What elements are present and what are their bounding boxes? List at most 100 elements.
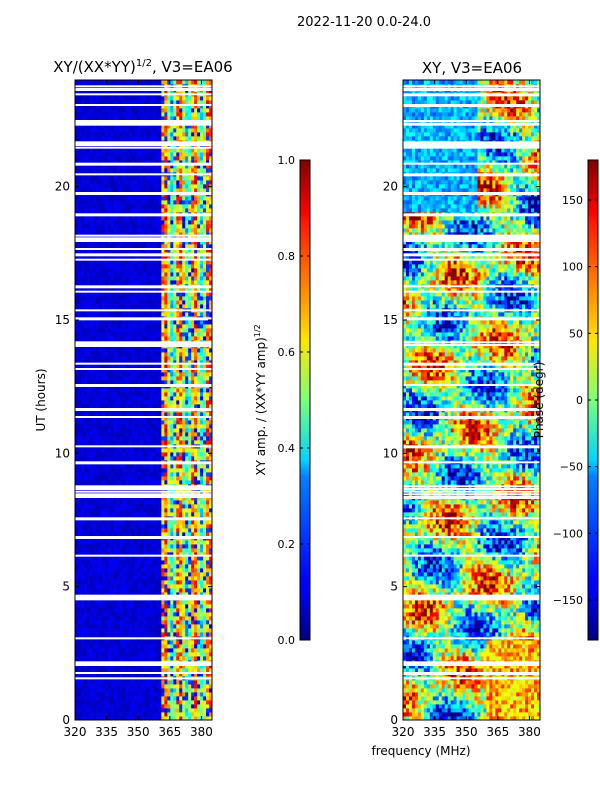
heatmap-cell (134, 548, 138, 553)
heatmap-cell (113, 508, 118, 513)
heatmap-cell (191, 688, 195, 693)
heatmap-cell (170, 544, 174, 549)
heatmap-cell (143, 692, 147, 697)
heatmap-cell (86, 580, 91, 585)
heatmap-cell (131, 504, 135, 509)
heatmap-cell (197, 416, 201, 421)
heatmap-cell (140, 560, 144, 565)
heatmap-cell (209, 324, 213, 329)
heatmap-cell (158, 440, 162, 445)
heatmap-cell (155, 388, 159, 393)
heatmap-cell (92, 348, 97, 353)
heatmap-cell (179, 520, 183, 525)
heatmap-cell (83, 420, 88, 425)
heatmap-cell (152, 336, 156, 341)
heatmap-cell (179, 432, 183, 437)
heatmap-cell (161, 572, 165, 577)
heatmap-cell (125, 572, 130, 577)
heatmap-cell (134, 404, 138, 409)
heatmap-cell (158, 452, 162, 457)
heatmap-cell (188, 620, 192, 625)
heatmap-cell (167, 628, 171, 633)
heatmap-cell (92, 704, 97, 709)
heatmap-cell (116, 672, 121, 677)
heatmap-cell (167, 544, 171, 549)
heatmap-cell (125, 456, 130, 461)
heatmap-cell (203, 680, 207, 685)
heatmap-cell (203, 312, 207, 317)
heatmap-cell (92, 608, 97, 613)
heatmap-cell (89, 576, 94, 581)
heatmap-cell (131, 600, 135, 605)
heatmap-cell (83, 376, 88, 381)
heatmap-cell (158, 424, 162, 429)
heatmap-cell (110, 668, 115, 673)
heatmap-cell (188, 364, 192, 369)
heatmap-cell (86, 416, 91, 421)
heatmap-cell (75, 312, 79, 317)
heatmap-cell (146, 296, 150, 301)
heatmap-cell (158, 652, 162, 657)
heatmap-cell (191, 464, 195, 469)
heatmap-cell (119, 656, 124, 661)
heatmap-cell (182, 396, 186, 401)
heatmap-cell (188, 540, 192, 545)
heatmap-cell (194, 664, 198, 669)
heatmap-cell (125, 672, 130, 677)
heatmap-cell (170, 392, 174, 397)
heatmap-cell (149, 512, 153, 517)
heatmap-cell (170, 416, 174, 421)
heatmap-cell (146, 336, 150, 341)
heatmap-cell (77, 480, 82, 485)
heatmap-cell (155, 404, 159, 409)
heatmap-cell (77, 528, 82, 533)
heatmap-cell (200, 616, 204, 621)
heatmap-cell (95, 652, 100, 657)
heatmap-cell (119, 552, 124, 557)
heatmap-cell (179, 688, 183, 693)
heatmap-cell (89, 292, 94, 297)
heatmap-cell (182, 512, 186, 517)
heatmap-cell (173, 532, 177, 537)
heatmap-cell (164, 564, 168, 569)
heatmap-cell (203, 684, 207, 689)
heatmap-cell (113, 700, 118, 705)
heatmap-cell (185, 328, 189, 333)
heatmap-cell (206, 356, 210, 361)
heatmap-cell (101, 328, 106, 333)
heatmap-cell (191, 300, 195, 305)
heatmap-cell (197, 696, 201, 701)
heatmap-cell (194, 644, 198, 649)
heatmap-cell (95, 712, 100, 717)
heatmap-cell (182, 580, 186, 585)
heatmap-cell (80, 332, 85, 337)
heatmap-cell (155, 548, 159, 553)
heatmap-cell (176, 360, 180, 365)
heatmap-cell (101, 432, 106, 437)
heatmap-cell (167, 368, 171, 373)
heatmap-cell (83, 372, 88, 377)
heatmap-cell (107, 372, 112, 377)
heatmap-cell (197, 412, 201, 417)
heatmap-cell (122, 376, 127, 381)
heatmap-cell (209, 504, 213, 509)
heatmap-cell (170, 388, 174, 393)
heatmap-cell (131, 508, 135, 513)
heatmap-cell (185, 360, 189, 365)
heatmap-cell (77, 592, 82, 597)
heatmap-cell (203, 392, 207, 397)
heatmap-cell (98, 712, 103, 717)
heatmap-cell (110, 360, 115, 365)
heatmap-cell (167, 388, 171, 393)
heatmap-cell (185, 468, 189, 473)
heatmap-cell (185, 544, 189, 549)
heatmap-cell (209, 700, 213, 705)
heatmap-cell (95, 688, 100, 693)
heatmap-cell (143, 540, 147, 545)
heatmap-cell (89, 336, 94, 341)
heatmap-cell (146, 388, 150, 393)
heatmap-cell (185, 388, 189, 393)
heatmap-cell (152, 680, 156, 685)
heatmap-cell (128, 612, 132, 617)
heatmap-cell (203, 552, 207, 557)
